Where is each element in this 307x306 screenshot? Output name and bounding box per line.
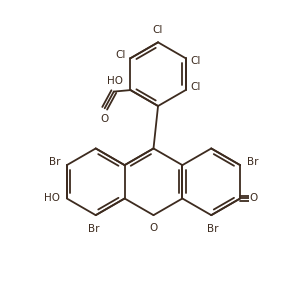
Text: Cl: Cl <box>153 25 163 35</box>
Text: O: O <box>150 223 157 233</box>
Text: Br: Br <box>88 224 100 234</box>
Text: HO: HO <box>44 193 60 203</box>
Text: HO: HO <box>107 76 123 86</box>
Text: Cl: Cl <box>190 56 200 66</box>
Text: Br: Br <box>207 224 219 234</box>
Text: Cl: Cl <box>190 82 200 92</box>
Text: O: O <box>101 114 109 124</box>
Text: O: O <box>250 193 258 203</box>
Text: Br: Br <box>49 157 60 167</box>
Text: Br: Br <box>247 157 258 167</box>
Text: Cl: Cl <box>115 50 126 60</box>
